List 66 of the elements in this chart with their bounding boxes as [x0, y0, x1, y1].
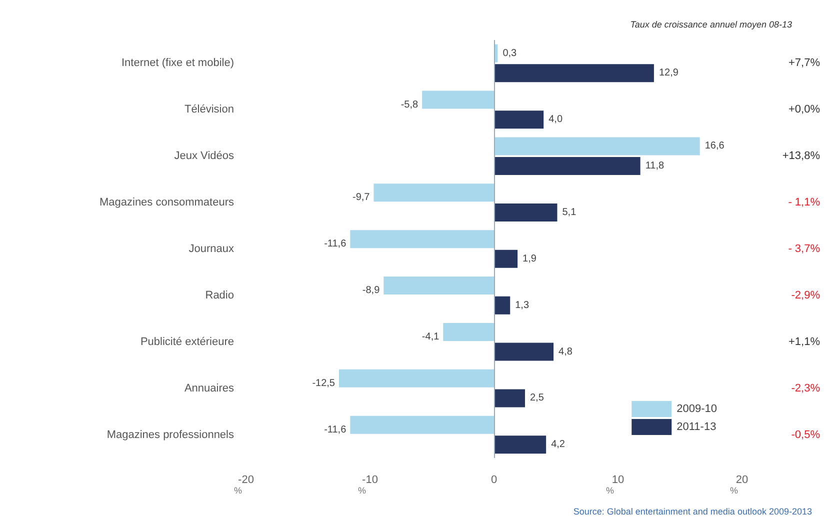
bar: [384, 276, 494, 295]
bar: [494, 436, 546, 454]
data-label: 2,5: [530, 392, 544, 404]
y-tick-label: Magazines consommateurs: [99, 196, 234, 209]
y-tick-label: Magazines professionnels: [106, 428, 234, 441]
bar: [350, 416, 494, 434]
bar: [494, 389, 525, 408]
bar: [494, 137, 700, 156]
text: %: [606, 486, 614, 496]
legend-label: 2009-10: [676, 403, 718, 415]
text: +7,7%: [788, 57, 820, 70]
text: Taux de croissance annuel moyen 08-13: [630, 20, 792, 30]
bar: [494, 110, 544, 129]
data-label: -11,6: [324, 238, 347, 250]
y-tick-label: Internet (fixe et mobile): [122, 57, 234, 70]
y-tick-label: Journaux: [188, 243, 234, 255]
text: %: [234, 486, 242, 496]
text: - 3,7%: [788, 243, 820, 255]
text: -0,5%: [791, 428, 820, 441]
data-label: 5,1: [562, 206, 577, 218]
bar: [494, 342, 554, 361]
bar: [374, 184, 494, 202]
bar: [494, 203, 558, 222]
data-label: -5,8: [400, 99, 419, 110]
data-label: 4,8: [558, 346, 573, 358]
text: %: [730, 486, 738, 496]
y-tick-label: Jeux Vidéos: [174, 150, 234, 162]
data-label: -4,1: [422, 331, 440, 342]
text: +1,1%: [788, 336, 820, 348]
text: -2,9%: [791, 289, 820, 302]
bar: [443, 322, 494, 341]
data-label: 1,3: [515, 300, 530, 311]
y-tick-label: Télévision: [184, 104, 234, 116]
bar: [494, 64, 654, 82]
data-label: -8,9: [362, 285, 380, 296]
text: +13,8%: [782, 150, 820, 162]
bar: [494, 296, 510, 314]
bar: [339, 369, 494, 388]
legend-label: 2011-13: [676, 421, 716, 433]
x-tick-label: 20: [736, 474, 748, 486]
source-note: Source: Global entertainment and media outlook 2009-2013: [573, 506, 812, 516]
y-tick-label: Annuaires: [184, 382, 234, 394]
bar: [422, 90, 494, 109]
data-label: -9,7: [352, 192, 370, 204]
x-tick-label: 10: [612, 474, 624, 486]
y-tick-label: Publicité extérieure: [140, 336, 234, 348]
bar: [350, 230, 494, 248]
x-axis-title: %: [358, 486, 366, 496]
data-label: -12,5: [312, 378, 336, 389]
data-label: 4,2: [551, 439, 566, 450]
data-label: 16,6: [704, 140, 725, 152]
text: - 1,1%: [788, 196, 820, 209]
data-label: 12,9: [658, 68, 679, 79]
text: -2,3%: [791, 382, 820, 394]
y-tick-label: Radio: [205, 289, 234, 302]
x-tick-label: -10: [362, 474, 378, 486]
data-label: 4,0: [548, 114, 563, 126]
x-tick-label: -20: [238, 474, 254, 486]
data-label: 0,3: [502, 48, 518, 59]
x-tick-label: 0: [490, 474, 498, 486]
text: +0,0%: [788, 104, 820, 116]
data-label: -11,6: [324, 424, 347, 436]
data-label: 1,9: [522, 253, 537, 264]
bar: [494, 250, 518, 268]
data-label: 11,8: [645, 160, 664, 172]
bar: [494, 157, 640, 176]
